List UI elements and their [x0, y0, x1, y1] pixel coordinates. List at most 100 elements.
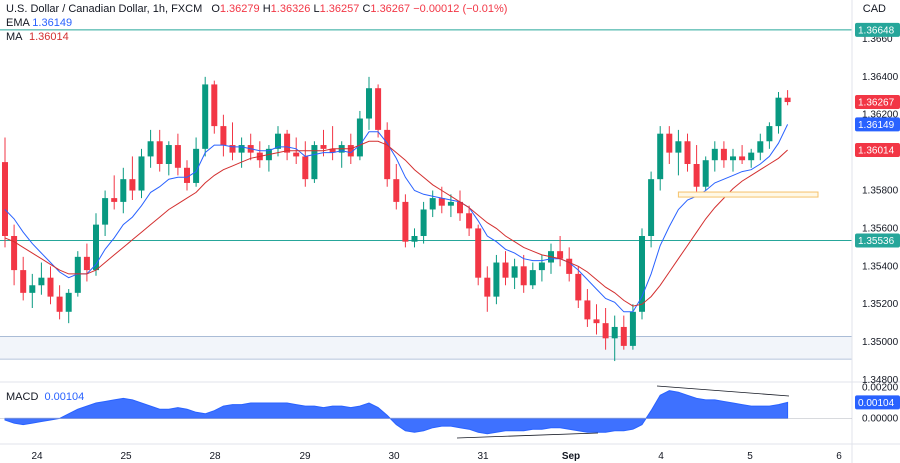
price-badge-label: 1.36267 — [858, 98, 895, 109]
price-badge-label: 1.36014 — [858, 145, 895, 156]
candle-body — [784, 97, 791, 103]
candle-body — [438, 198, 445, 206]
candle-body — [111, 198, 118, 202]
macd-value: 0.00104 — [44, 391, 85, 403]
candle-body — [238, 145, 245, 153]
high-label: H — [262, 3, 271, 15]
candle-body — [129, 179, 136, 191]
time-tick-label: 31 — [477, 451, 489, 462]
candle-body — [502, 262, 509, 278]
price-badge — [855, 233, 900, 248]
candle-body — [138, 156, 145, 191]
candle-body — [47, 277, 54, 297]
candle-body — [684, 141, 691, 164]
macd-badge — [855, 395, 900, 410]
ma-legend[interactable]: MA 1.36014 — [6, 31, 69, 44]
candle-body — [83, 256, 90, 271]
annotation-layer — [677, 191, 819, 198]
macd-tick-label: 0.00000 — [862, 413, 899, 424]
candle-body — [38, 277, 45, 286]
candle-body — [220, 126, 227, 146]
close-value: 1.36267 — [370, 3, 411, 15]
low-label: L — [313, 3, 320, 15]
ma-line — [4, 140, 788, 307]
candle-body — [429, 198, 436, 210]
price-tick-label: 1.35600 — [862, 223, 899, 234]
candle-body — [766, 126, 773, 142]
candle-body — [739, 156, 746, 161]
symbol-title: U.S. Dollar / Canadian Dollar, 1h, FXCM — [6, 3, 203, 15]
price-badge — [855, 117, 900, 132]
ma-line-layer — [4, 140, 788, 307]
price-badge-label: 1.36149 — [858, 120, 895, 131]
candle-body — [329, 148, 336, 153]
ema-value: 1.36149 — [32, 17, 73, 29]
close-label: C — [362, 3, 371, 15]
price-tick-label: 1.35800 — [862, 186, 899, 197]
price-tick-label: 1.35000 — [862, 337, 899, 348]
candle-body — [366, 88, 372, 119]
candle-body — [730, 156, 736, 161]
time-tick-label: 4 — [658, 451, 664, 462]
low-value: 1.36257 — [319, 3, 360, 15]
candle-body — [775, 97, 782, 127]
macd-legend[interactable]: MACD 0.00104 — [6, 391, 84, 404]
currency-label: CAD — [862, 3, 886, 15]
candle-body — [520, 266, 527, 286]
macd-tick-label: 0.00200 — [862, 383, 899, 394]
candle-body — [693, 164, 700, 187]
candle-body — [420, 209, 427, 236]
candle-body — [393, 179, 400, 202]
candle-body — [538, 262, 545, 271]
candle-body — [457, 201, 463, 214]
candle-body — [384, 129, 391, 180]
ema-label: EMA — [6, 17, 30, 29]
candle-body — [356, 118, 363, 157]
macd-badge-label: 0.00104 — [858, 398, 895, 409]
candle-body — [375, 88, 382, 130]
candle-body — [184, 167, 190, 183]
candle-body — [666, 133, 673, 153]
candle-body — [193, 148, 200, 183]
candle-body — [20, 270, 27, 293]
candle-body — [629, 311, 636, 346]
price-tick-label: 1.36400 — [862, 72, 899, 83]
ema-legend[interactable]: EMA 1.36149 — [6, 17, 72, 30]
candle-body — [120, 179, 127, 202]
candle-body — [293, 152, 300, 157]
candle-body — [711, 148, 718, 161]
time-tick-label: 30 — [388, 451, 400, 462]
macd-area — [4, 390, 789, 435]
annotation-box — [677, 191, 819, 198]
candle-body — [447, 201, 454, 206]
candle-body — [493, 262, 500, 297]
candle-body — [174, 145, 181, 168]
support-zone-layer — [0, 336, 852, 360]
macd-divergence-line-high — [656, 385, 790, 397]
price-tick-label: 1.34800 — [862, 375, 899, 386]
candle-body — [284, 133, 291, 153]
candle-body — [275, 133, 281, 149]
time-tick-label: 28 — [209, 451, 221, 462]
candle-body — [147, 141, 154, 157]
macd-layer — [0, 385, 852, 439]
candle-body — [311, 145, 318, 180]
macd-label: MACD — [6, 391, 39, 403]
price-tick-label-partial: 1.3660 — [862, 34, 893, 45]
candle-body — [302, 156, 309, 180]
candle-body — [165, 145, 172, 164]
candle-body — [484, 277, 491, 297]
candle-body — [102, 198, 109, 225]
price-axis-layer: 1.36400 1.36200 1.35800 1.35600 1.35400 1.352… — [862, 34, 899, 424]
candle-body — [593, 319, 600, 324]
price-badges-layer: 1.36648 1.36267 1.36149 1.36014 1.35536 0.001… — [855, 22, 900, 410]
candle-body — [584, 300, 591, 320]
price-badge-label: 1.36648 — [858, 25, 895, 36]
candle-body — [702, 160, 709, 187]
time-tick-label: 5 — [747, 451, 753, 462]
candle-body — [211, 84, 218, 127]
candle-body — [566, 258, 573, 274]
candle-body — [529, 270, 536, 286]
